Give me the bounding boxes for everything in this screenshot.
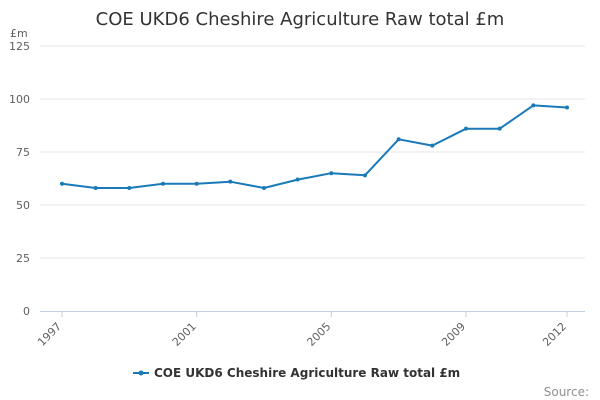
y-tick-label: 50 (16, 199, 30, 212)
data-point[interactable] (430, 143, 435, 148)
data-point[interactable] (262, 186, 266, 191)
y-tick-label: 0 (23, 305, 30, 318)
legend-label: COE UKD6 Cheshire Agriculture Raw total … (154, 366, 460, 380)
data-point[interactable] (565, 105, 569, 110)
data-point[interactable] (464, 126, 468, 131)
y-tick-label: 100 (9, 93, 30, 106)
y-axis-ticks: 0 25 50 75 100 125 (9, 40, 30, 318)
data-point[interactable] (194, 181, 199, 186)
y-tick-label: 125 (9, 40, 30, 53)
x-tick-label: 2001 (170, 320, 199, 349)
data-point[interactable] (161, 181, 165, 186)
data-point[interactable] (363, 173, 367, 178)
data-point[interactable] (497, 126, 502, 131)
source-label: Source: (544, 385, 589, 399)
x-tick-label: 1997 (35, 320, 64, 349)
y-tick-label: 75 (16, 146, 30, 159)
x-axis: 1997 2001 2005 2009 2012 (35, 311, 585, 349)
series-line (61, 104, 568, 189)
y-tick-label: 25 (16, 252, 30, 265)
x-tick-label: 2005 (304, 320, 333, 349)
y-axis-label: £m (10, 27, 28, 40)
legend-point-marker (138, 370, 144, 376)
data-point[interactable] (93, 186, 98, 191)
data-point[interactable] (228, 179, 233, 184)
x-tick-label: 2012 (540, 320, 569, 349)
data-point[interactable] (531, 103, 536, 108)
chart-title: COE UKD6 Cheshire Agriculture Raw total … (96, 9, 505, 30)
legend[interactable]: COE UKD6 Cheshire Agriculture Raw total … (133, 366, 460, 380)
data-point[interactable] (329, 171, 334, 176)
data-point[interactable] (127, 186, 132, 191)
data-point[interactable] (295, 177, 300, 182)
data-series (60, 103, 569, 191)
gridlines (40, 45, 585, 259)
data-point[interactable] (60, 181, 64, 186)
x-tick-label: 2009 (439, 320, 468, 349)
data-point[interactable] (396, 137, 401, 142)
